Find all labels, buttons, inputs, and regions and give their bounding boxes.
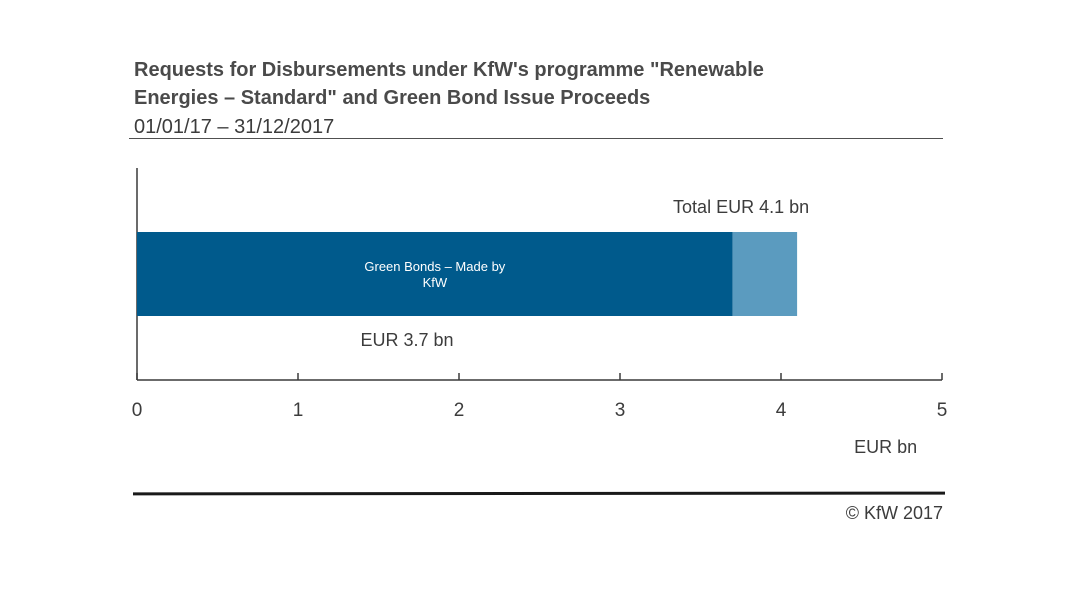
top-divider bbox=[129, 138, 943, 139]
x-axis-label: EUR bn bbox=[854, 437, 917, 457]
bar-segment-1 bbox=[137, 232, 733, 316]
segment-label-line-1: Green Bonds – Made by bbox=[364, 259, 505, 274]
segment-value-annotation: EUR 3.7 bn bbox=[360, 330, 453, 350]
chart-title-line-2: Energies – Standard" and Green Bond Issu… bbox=[134, 87, 651, 109]
x-tick-label-0: 0 bbox=[132, 400, 143, 421]
plot-area: 0 1 2 3 4 5 Green Bonds – Made by KfW Total EU… bbox=[132, 168, 948, 457]
x-axis-ticks: 0 1 2 3 4 5 bbox=[132, 373, 948, 421]
x-tick-label-5: 5 bbox=[937, 400, 948, 421]
x-tick-label-3: 3 bbox=[615, 400, 626, 421]
x-tick-label-4: 4 bbox=[776, 400, 787, 421]
segment-inner-label: Green Bonds – Made by KfW bbox=[364, 259, 505, 290]
bar-segments bbox=[137, 232, 798, 316]
chart-subtitle: 01/01/17 – 31/12/2017 bbox=[134, 116, 335, 138]
x-tick-label-1: 1 bbox=[293, 400, 304, 421]
bar-segment-2 bbox=[732, 232, 798, 316]
chart-title: Requests for Disbursements under KfW's p… bbox=[134, 56, 934, 112]
chart-title-line-1: Requests for Disbursements under KfW's p… bbox=[134, 59, 764, 81]
copyright-notice: © KfW 2017 bbox=[845, 503, 943, 523]
x-tick-label-2: 2 bbox=[454, 400, 465, 421]
segment-label-line-2: KfW bbox=[423, 275, 448, 290]
total-annotation: Total EUR 4.1 bn bbox=[673, 197, 809, 217]
